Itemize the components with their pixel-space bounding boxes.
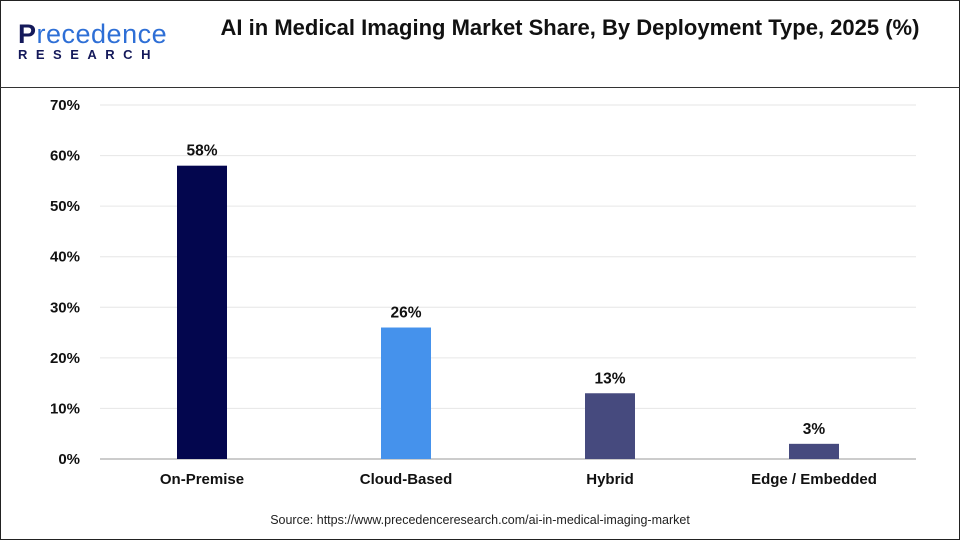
y-tick-label: 40%	[50, 249, 80, 266]
y-tick-label: 20%	[50, 350, 80, 367]
bar	[177, 165, 227, 459]
bar	[381, 327, 431, 459]
logo-main: Precedence	[18, 19, 168, 49]
data-label: 58%	[186, 143, 217, 160]
logo: Precedence RESEARCH	[18, 20, 167, 62]
source-note: Source: https://www.precedenceresearch.c…	[270, 513, 690, 527]
data-label: 26%	[390, 305, 421, 322]
y-tick-label: 70%	[50, 97, 80, 114]
y-tick-label: 10%	[50, 400, 80, 417]
bar	[585, 393, 635, 459]
y-tick-label: 60%	[50, 148, 80, 165]
header-divider	[0, 87, 960, 88]
y-tick-label: 30%	[50, 299, 80, 316]
x-tick-label: Cloud-Based	[360, 471, 453, 488]
x-tick-label: On-Premise	[160, 471, 244, 488]
y-tick-label: 0%	[58, 451, 80, 468]
data-label: 13%	[594, 370, 625, 387]
chart-title: AI in Medical Imaging Market Share, By D…	[220, 15, 920, 40]
x-tick-label: Hybrid	[586, 471, 634, 488]
x-tick-label: Edge / Embedded	[751, 471, 877, 488]
logo-sub: RESEARCH	[18, 47, 159, 62]
y-tick-label: 50%	[50, 198, 80, 215]
bar	[789, 443, 839, 459]
data-label: 3%	[803, 421, 826, 438]
